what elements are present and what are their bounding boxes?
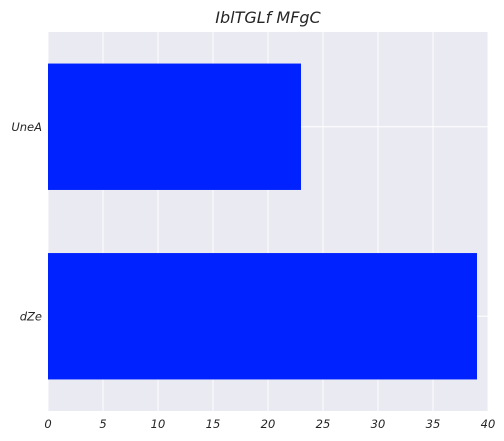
y-tick-label: dZe — [20, 309, 42, 323]
x-tick-label: 5 — [99, 417, 106, 431]
y-tick-labels: UneA dZe — [11, 120, 42, 324]
bar-dZe — [48, 253, 477, 380]
x-tick-label: 20 — [261, 417, 276, 431]
x-tick-label: 35 — [426, 417, 441, 431]
chart-title: IblTGLf MFgC — [215, 8, 321, 27]
x-tick-label: 10 — [151, 417, 166, 431]
x-tick-label: 30 — [371, 417, 386, 431]
y-tick-label: UneA — [11, 120, 42, 134]
x-tick-label: 0 — [44, 417, 51, 431]
bars — [48, 63, 477, 380]
x-tick-label: 25 — [316, 417, 331, 431]
x-tick-labels: 0 5 10 15 20 25 30 35 40 — [44, 417, 495, 431]
x-tick-label: 15 — [206, 417, 221, 431]
bar-UneA — [48, 63, 301, 190]
x-tick-label: 40 — [481, 417, 496, 431]
